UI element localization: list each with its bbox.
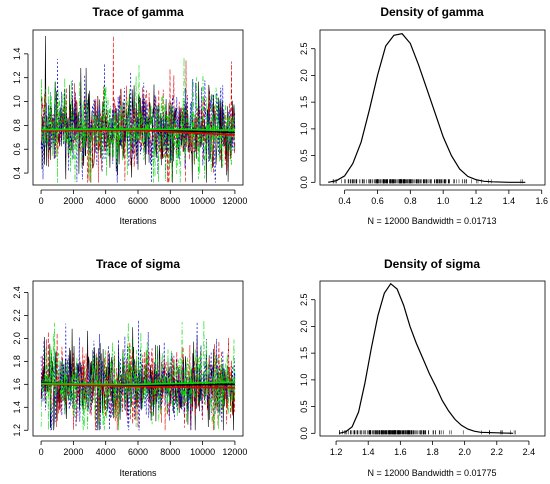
trace-sigma-xlabel: Iterations [119,468,157,478]
x-tick-label: 0.8 [404,196,417,206]
y-tick-label: 1.0 [12,95,22,108]
x-tick-label: 1.8 [426,447,439,457]
y-tick-label: 0.6 [12,143,22,156]
trace-gamma-x-axis: 0 2000 4000 6000 8000 10000 12000 [39,189,247,206]
trace-sigma-y-axis: 1.2 1.4 1.6 1.8 2.0 2.2 2.4 [12,286,29,437]
x-tick-label: 1.2 [330,447,343,457]
density-sigma-plot [339,282,516,435]
x-tick-label: 12000 [222,447,247,457]
y-tick-label: 0.0 [299,176,309,189]
x-tick-label: 6000 [128,196,148,206]
y-tick-label: 1.4 [12,48,22,61]
density-sigma-panel: Density of sigma 1.2 1.4 1.6 1.8 2.0 2.2 2.4 0… [299,257,546,478]
x-tick-label: 6000 [128,447,148,457]
smooth-trend-line [41,381,235,386]
x-tick-label: 10000 [190,447,215,457]
y-tick-label: 1.8 [12,355,22,368]
x-tick-label: 1.4 [362,447,375,457]
x-tick-label: 4000 [96,196,116,206]
density-sigma-y-axis: 0.0 0.5 1.0 1.5 2.0 2.5 [299,293,316,440]
trace-sigma-frame [32,280,244,437]
trace-sigma-plot [40,320,236,431]
chain-trace-line [40,57,236,183]
x-tick-label: 1.4 [503,196,516,206]
x-tick-label: 0.4 [338,196,351,206]
density-sigma-x-axis: 1.2 1.4 1.6 1.8 2.0 2.2 2.4 [330,440,536,457]
y-tick-label: 2.5 [299,293,309,306]
plot-area [339,282,516,435]
y-tick-label: 2.0 [12,332,22,345]
y-tick-label: 1.6 [12,378,22,391]
y-tick-label: 1.2 [12,71,22,84]
x-tick-label: 2.2 [491,447,504,457]
x-tick-label: 1.6 [394,447,407,457]
y-tick-label: 0.8 [12,119,22,132]
plot-area [40,35,236,183]
y-tick-label: 0.4 [12,167,22,180]
x-tick-label: 0.6 [371,196,384,206]
smooth-trend-line [41,383,235,389]
trace-gamma-frame [32,29,244,186]
x-tick-label: 2000 [63,447,83,457]
y-tick-label: 1.0 [299,123,309,136]
y-tick-label: 1.2 [12,424,22,437]
y-tick-label: 0.5 [299,149,309,162]
y-tick-label: 0.0 [299,427,309,440]
x-tick-label: 1.6 [535,196,548,206]
density-gamma-y-axis: 0.0 0.5 1.0 1.5 2.0 2.5 [299,42,316,189]
trace-gamma-panel: Trace of gamma 0 2000 4000 6000 8000 10000 120… [12,5,247,226]
trace-gamma-xlabel: Iterations [119,216,157,226]
trace-gamma-title: Trace of gamma [92,5,184,19]
x-tick-label: 2.0 [458,447,471,457]
density-curve [339,282,513,434]
y-tick-label: 2.0 [299,320,309,333]
chain-trace-line [40,58,236,183]
x-tick-label: 8000 [160,447,180,457]
density-sigma-frame [319,280,546,437]
density-gamma-xlabel: N = 12000 Bandwidth = 0.01713 [367,216,496,226]
x-tick-label: 2000 [63,196,83,206]
y-tick-label: 2.0 [299,69,309,82]
smooth-trend-line [41,129,235,136]
density-gamma-title: Density of gamma [380,5,484,19]
plot-area [40,320,236,431]
density-gamma-plot [328,33,526,184]
y-tick-label: 1.5 [299,347,309,360]
y-tick-label: 2.5 [299,42,309,55]
y-tick-label: 1.4 [12,401,22,414]
density-gamma-panel: Density of gamma 0.4 0.6 0.8 1.0 1.2 1.4 1.6 0… [299,5,548,226]
smooth-trend-line [41,128,235,131]
x-tick-label: 1.0 [437,196,450,206]
x-tick-label: 10000 [190,196,215,206]
chain-trace-line [40,35,236,183]
trace-sigma-x-axis: 0 2000 4000 6000 8000 10000 12000 [39,440,247,457]
density-curve [328,33,526,183]
x-tick-label: 8000 [160,196,180,206]
density-gamma-frame [319,29,546,186]
trace-sigma-title: Trace of sigma [96,257,180,271]
x-tick-label: 1.2 [470,196,483,206]
y-tick-label: 2.4 [12,286,22,299]
y-tick-label: 2.2 [12,309,22,322]
rug-marks [332,179,523,184]
density-sigma-title: Density of sigma [384,257,480,271]
x-tick-label: 0 [39,196,44,206]
x-tick-label: 0 [39,447,44,457]
trace-gamma-plot [40,35,236,183]
chain-trace-line [40,320,236,431]
y-tick-label: 1.5 [299,96,309,109]
density-sigma-xlabel: N = 12000 Bandwidth = 0.01775 [367,468,496,478]
x-tick-label: 4000 [96,447,116,457]
x-tick-label: 2.4 [523,447,536,457]
plot-area [328,33,526,184]
y-tick-label: 0.5 [299,400,309,413]
x-tick-label: 12000 [222,196,247,206]
trace-sigma-panel: Trace of sigma 0 2000 4000 6000 8000 10000 120… [12,257,247,478]
rug-marks [339,430,516,435]
trace-gamma-y-axis: 0.4 0.6 0.8 1.0 1.2 1.4 [12,48,29,180]
density-gamma-x-axis: 0.4 0.6 0.8 1.0 1.2 1.4 1.6 [338,189,548,206]
y-tick-label: 1.0 [299,374,309,387]
